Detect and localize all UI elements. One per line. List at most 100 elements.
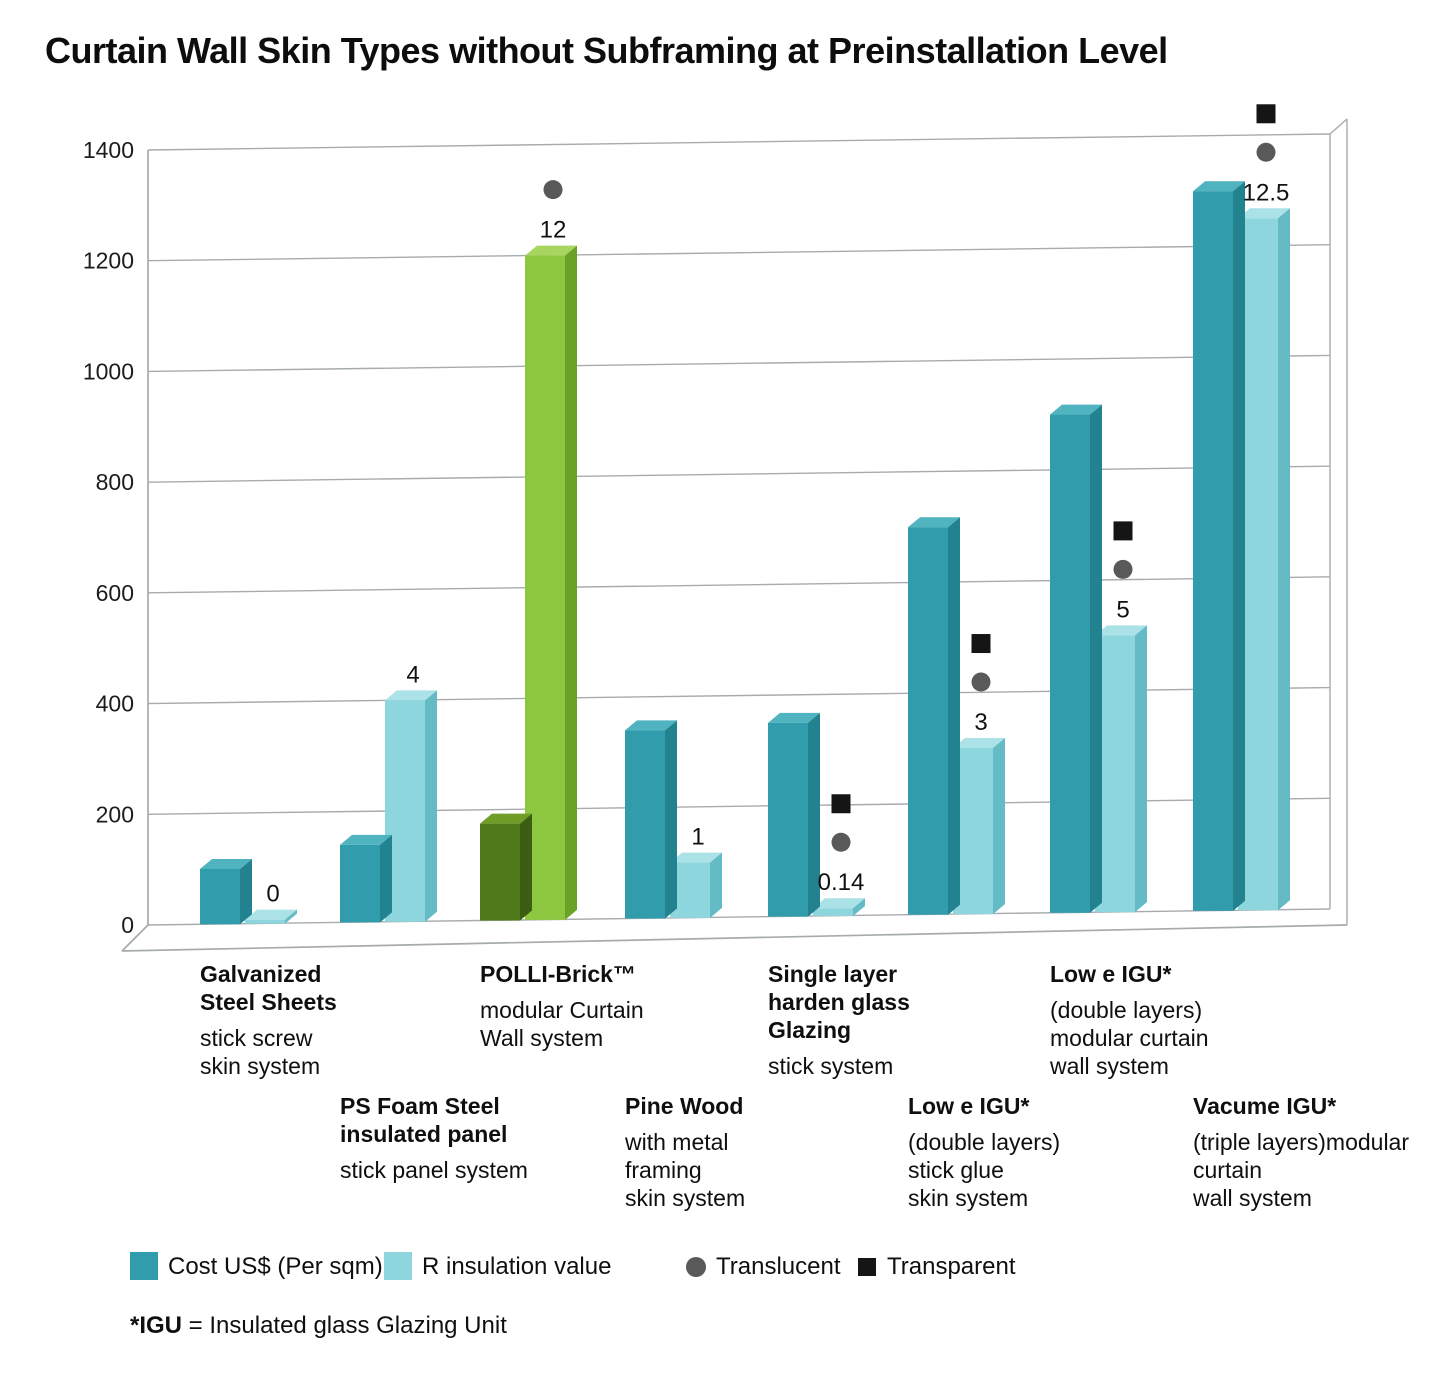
category-name: Low e IGU*	[1050, 961, 1172, 987]
cost-bar-side	[1233, 181, 1245, 911]
footnote-term: *IGU	[130, 1312, 183, 1339]
cost-bar-front	[480, 823, 520, 921]
y-tick-label: 600	[96, 580, 134, 606]
category-subtitle: (double layers) stick glue skin system	[908, 1129, 1061, 1211]
cost-bar-top	[768, 712, 820, 723]
category-subtitle: stick system	[768, 1053, 894, 1079]
cost-bar-front	[625, 730, 665, 919]
y-tick-label: 1400	[83, 137, 134, 163]
y-tick-label: 0	[121, 912, 134, 938]
cost-bar-top	[1193, 181, 1245, 192]
cost-bar-top	[480, 813, 532, 824]
gridline	[147, 133, 1331, 151]
y-tick-label: 1000	[83, 358, 134, 384]
category-label-5: Single layer harden glass Glazing stick sys…	[768, 960, 910, 1080]
footnote: *IGU = Insulated glass Glazing Unit	[130, 1312, 507, 1340]
gridline	[147, 354, 1331, 373]
r-bar-side	[710, 852, 722, 918]
y-tick-label: 400	[96, 691, 134, 717]
cost-series-swatch	[130, 1252, 158, 1280]
cost-bar-side	[665, 720, 677, 919]
cost-bar-front	[768, 722, 808, 917]
transparent-marker	[1256, 104, 1276, 124]
r-bar-top	[953, 738, 1005, 749]
r-value-label: 4	[406, 661, 419, 688]
cost-bar-front	[1050, 414, 1090, 913]
r-bar-side	[1278, 208, 1290, 911]
legend-r-label: R insulation value	[422, 1253, 612, 1280]
category-name: Single layer harden glass Glazing	[768, 961, 910, 1043]
translucent-marker	[1113, 559, 1133, 579]
cost-bar-top	[1050, 404, 1102, 415]
cost-bar-top	[340, 834, 392, 845]
category-subtitle: stick screw skin system	[200, 1025, 321, 1079]
r-value-label: 0.14	[818, 869, 865, 896]
r-value-label: 3	[974, 709, 987, 736]
category-subtitle: (triple layers)modular curtain wall system	[1193, 1129, 1410, 1211]
r-bar-top	[525, 245, 577, 256]
r-bar-top	[245, 909, 297, 920]
category-name: Galvanized Steel Sheets	[200, 961, 337, 1015]
r-value-label: 12.5	[1243, 179, 1290, 206]
transparent-marker	[1113, 521, 1133, 541]
category-name: Pine Wood	[625, 1093, 744, 1119]
category-subtitle: (double layers) modular curtain wall syste…	[1050, 997, 1209, 1079]
gridline	[147, 244, 1331, 262]
r-series-swatch	[384, 1252, 412, 1280]
cost-bar-side	[380, 834, 392, 923]
cost-bar-side	[1090, 404, 1102, 913]
cost-bar-side	[240, 858, 252, 925]
gridline	[147, 686, 1331, 705]
y-tick-label: 1200	[83, 248, 134, 274]
cost-bar-top	[625, 720, 677, 731]
y-tick-label: 200	[96, 801, 134, 827]
cost-bar-side	[948, 517, 960, 915]
y-tick-label: 800	[96, 469, 134, 495]
gridline	[147, 576, 1331, 594]
legend-transparent-label: Transparent	[887, 1253, 1016, 1280]
category-name: Vacume IGU*	[1193, 1093, 1337, 1119]
transparent-marker	[971, 634, 991, 654]
r-bar-top	[670, 852, 722, 863]
category-subtitle: modular Curtain Wall system	[480, 997, 644, 1051]
cost-bar-top	[908, 517, 960, 528]
floor-front-edge	[121, 924, 1348, 952]
r-value-label: 12	[540, 217, 567, 244]
r-bar-side	[853, 898, 865, 916]
r-value-label: 5	[1116, 596, 1129, 623]
translucent-marker	[543, 180, 563, 200]
r-bar-front	[813, 908, 853, 916]
r-bar-top	[385, 690, 437, 701]
top-right-edge	[1329, 118, 1348, 135]
r-value-label: 0	[266, 881, 279, 908]
transparent-marker	[831, 794, 851, 814]
r-bar-side	[425, 690, 437, 922]
cost-bar-front	[908, 527, 948, 915]
r-bar-side	[993, 738, 1005, 915]
r-bar-side	[1135, 625, 1147, 913]
cost-bar-front	[340, 844, 380, 923]
legend-cost-label: Cost US$ (Per sqm)	[168, 1253, 383, 1280]
gridline	[147, 908, 1331, 926]
r-value-label: 1	[691, 824, 704, 851]
r-bar-top	[1095, 625, 1147, 636]
legend: Cost US$ (Per sqm) R insulation value Tr…	[130, 1250, 1330, 1286]
category-label-3: POLLI-Brick™ modular Curtain Wall system	[480, 960, 644, 1052]
gridline	[147, 797, 1331, 815]
category-label-1: Galvanized Steel Sheets stick screw skin sy…	[200, 960, 337, 1080]
category-subtitle: with metal framing skin system	[625, 1129, 746, 1211]
category-label-2: PS Foam Steel insulated panel stick panel …	[340, 1092, 528, 1184]
chart-title: Curtain Wall Skin Types without Subframi…	[45, 30, 1168, 71]
floor-left-edge	[121, 924, 149, 952]
category-name: POLLI-Brick™	[480, 961, 636, 987]
translucent-marker	[1256, 142, 1276, 162]
r-bar-side	[565, 245, 577, 920]
transparent-marker-icon	[858, 1258, 876, 1276]
category-name: Low e IGU*	[908, 1093, 1030, 1119]
category-subtitle: stick panel system	[340, 1157, 528, 1183]
cost-bar-side	[520, 813, 532, 921]
category-label-4: Pine Wood with metal framing skin system	[625, 1092, 745, 1212]
r-bar-side	[285, 909, 297, 924]
category-label-7: Low e IGU* (double layers) modular curtain…	[1050, 960, 1209, 1080]
gridline	[147, 465, 1331, 483]
